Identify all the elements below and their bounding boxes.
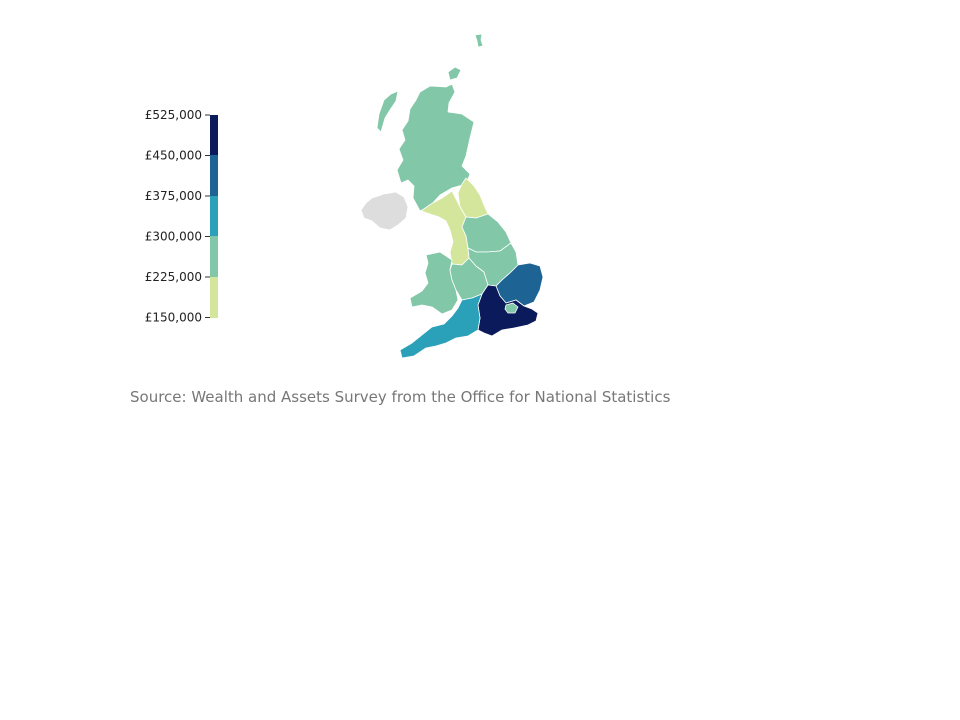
- legend-tick-label: £225,000: [145, 270, 202, 284]
- region-south-west[interactable]: [399, 293, 483, 359]
- legend-tick-label: £150,000: [145, 311, 202, 325]
- legend-bin-5: [210, 277, 218, 318]
- source-note: Source: Wealth and Assets Survey from th…: [130, 388, 671, 406]
- region-scotland-orkney[interactable]: [447, 66, 462, 81]
- legend-tick-label: £450,000: [145, 149, 202, 163]
- legend-tick-label: £300,000: [145, 230, 202, 244]
- legend: £525,000 £450,000 £375,000 £300,000 £225…: [145, 108, 218, 325]
- legend-bin-2: [210, 155, 218, 196]
- legend-bin-4: [210, 236, 218, 277]
- legend-tick-label: £375,000: [145, 189, 202, 203]
- legend-bin-1: [210, 115, 218, 156]
- region-wales[interactable]: [409, 251, 459, 315]
- region-scotland[interactable]: [396, 83, 475, 212]
- legend-bin-3: [210, 196, 218, 237]
- uk-map: [360, 33, 544, 359]
- region-scotland-shetland[interactable]: [474, 33, 484, 48]
- region-yorkshire[interactable]: [461, 213, 512, 253]
- region-london[interactable]: [504, 302, 519, 314]
- legend-tick-label: £525,000: [145, 108, 202, 122]
- region-scotland-hebrides[interactable]: [376, 90, 399, 133]
- region-northern-ireland[interactable]: [360, 191, 409, 231]
